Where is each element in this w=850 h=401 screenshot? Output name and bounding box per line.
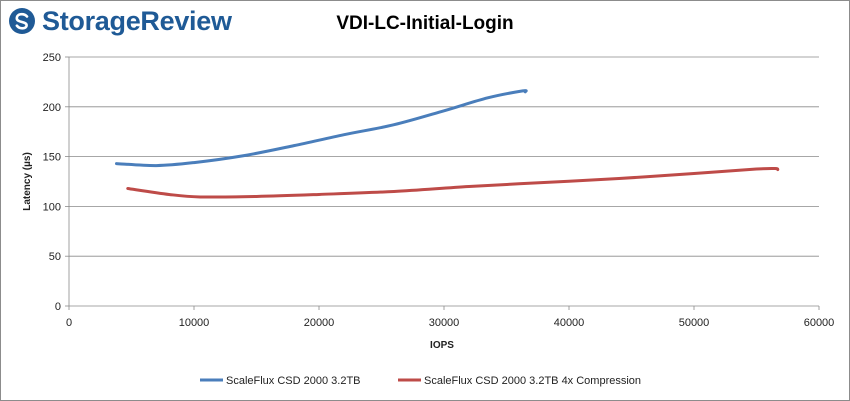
- series-line-2: [126, 166, 780, 199]
- y-tick-labels: 0 50 100 150 200 250: [43, 52, 61, 313]
- y-tick-label: 100: [43, 201, 61, 213]
- x-tick-label: 30000: [429, 317, 460, 329]
- y-tick-label: 50: [49, 251, 61, 263]
- y-tick-label: 200: [43, 102, 61, 114]
- y-axis-label: Latency (µs): [22, 152, 33, 211]
- legend-label-2: ScaleFlux CSD 2000 3.2TB 4x Compression: [424, 375, 641, 387]
- series-lines: [115, 89, 780, 199]
- brand-name: StorageReview: [42, 5, 232, 36]
- y-tick-label: 150: [43, 152, 61, 164]
- x-tick-labels: 0 10000 20000 30000 40000 50000 60000: [66, 317, 834, 329]
- x-tick-label: 50000: [679, 317, 710, 329]
- x-axis-label: IOPS: [430, 340, 454, 351]
- legend-label-1: ScaleFlux CSD 2000 3.2TB: [226, 375, 361, 387]
- brand-logo: StorageReview: [8, 4, 232, 38]
- storagereview-logo-icon: [9, 8, 35, 34]
- chart-title: VDI-LC-Initial-Login: [336, 13, 514, 34]
- x-tick-label: 0: [66, 317, 72, 329]
- legend: ScaleFlux CSD 2000 3.2TB ScaleFlux CSD 20…: [200, 375, 641, 387]
- x-tick-label: 10000: [179, 317, 210, 329]
- x-tick-label: 60000: [804, 317, 835, 329]
- x-tick-label: 20000: [304, 317, 335, 329]
- x-tick-label: 40000: [554, 317, 585, 329]
- gridlines: [65, 56, 819, 307]
- y-tick-label: 0: [55, 301, 61, 313]
- series-line-1: [115, 89, 528, 168]
- axes: [68, 57, 820, 310]
- y-tick-label: 250: [43, 52, 61, 64]
